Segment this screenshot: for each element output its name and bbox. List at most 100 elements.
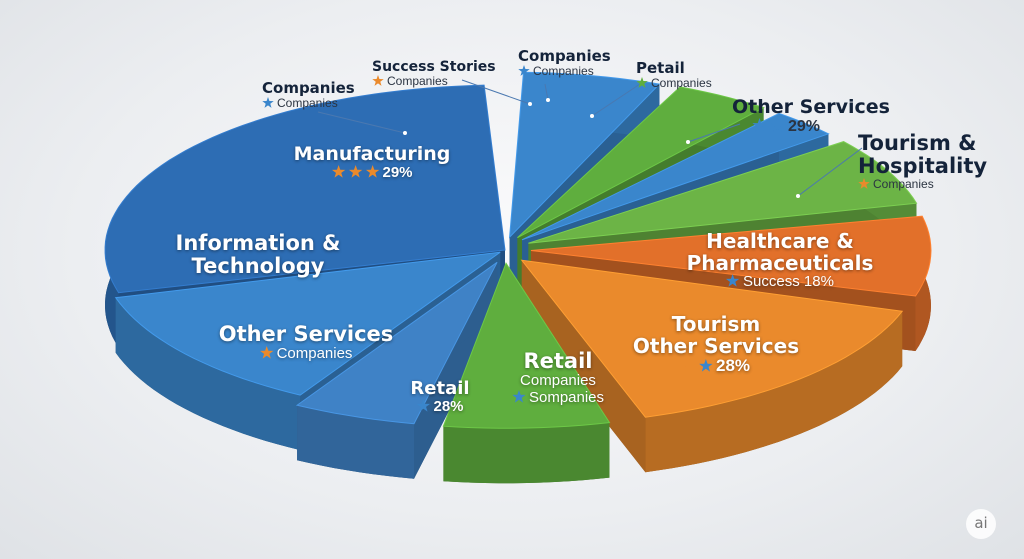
slice-title-text: Retail <box>410 378 470 399</box>
slice-top <box>114 251 501 396</box>
leader-dot <box>546 98 550 102</box>
slice-title: Tourism <box>633 313 799 335</box>
star-icon <box>365 164 380 178</box>
callout-subtitle: Companies <box>636 75 712 90</box>
slice-title: Healthcare & <box>687 230 874 252</box>
callout-subtitle-text: 29% <box>788 117 821 135</box>
slice-subtitle: Success 18% <box>687 273 874 291</box>
slice-label: Healthcare & Pharmaceuticals Success 18% <box>687 230 874 291</box>
slice-subtitle-text: 29% <box>382 163 413 181</box>
slice-top <box>295 261 498 425</box>
callout-title-text: Hospitality <box>858 154 988 179</box>
slice-label: Retail 28% <box>410 379 469 415</box>
callout: Other Services 29% <box>732 97 890 135</box>
slice-top <box>528 141 918 244</box>
slice-label: Manufacturing 29% <box>294 144 451 181</box>
callout-title: Companies <box>518 48 611 65</box>
leader-line <box>591 83 641 117</box>
slice-label: Tourism Other Services 28% <box>633 313 799 376</box>
callout-title-text: Petail <box>636 59 685 77</box>
slice-title-text: Other Services <box>218 322 394 346</box>
star-icon <box>259 346 274 359</box>
callout-subtitle-text: Companies <box>873 177 934 192</box>
slice-title-text: Information & <box>175 231 341 255</box>
callout-title: Tourism & <box>858 131 987 155</box>
slice-subtitle: 28% <box>633 356 799 376</box>
pie-slice <box>295 261 498 479</box>
callout-subtitle-text: Companies <box>387 74 448 89</box>
slice-top <box>520 259 904 418</box>
callout-subtitle: Companies <box>372 75 496 88</box>
slice-top <box>521 112 830 241</box>
callout-title: Petail <box>636 60 712 77</box>
leader-dot <box>528 102 532 106</box>
slice-subtitle: Sompanies <box>512 388 605 407</box>
slice-subtitle: 29% <box>294 163 451 182</box>
watermark: ai <box>966 509 996 539</box>
callout-title: Other Services <box>732 97 890 118</box>
callout-title-text: Other Services <box>732 96 890 118</box>
star-icon <box>331 164 346 178</box>
callout: Companies Companies <box>262 80 355 110</box>
star-icon <box>416 398 431 412</box>
slice-top <box>508 71 661 239</box>
leader-line <box>317 111 406 134</box>
slice-wall <box>115 297 301 451</box>
callout: Success Stories Companies <box>372 59 496 89</box>
slice-title: Retail <box>410 379 469 399</box>
slice-title-text: Retail <box>523 349 593 373</box>
slice-subtitle: Companies <box>219 345 394 363</box>
slice-title-text: Manufacturing <box>293 143 451 165</box>
slice-title-text: Tourism <box>671 312 761 336</box>
slice-title: Other Services <box>633 335 799 357</box>
slice-cut-side <box>521 260 646 473</box>
callout-title: Companies <box>262 80 355 97</box>
slice-title: Manufacturing <box>294 144 451 165</box>
star-icon <box>858 178 870 190</box>
callout: Tourism & Hospitality Companies <box>858 131 987 192</box>
slice-top <box>442 262 611 429</box>
star-icon <box>372 75 384 87</box>
slice-subtitle: Companies <box>512 372 604 390</box>
slice-title: Information & <box>175 231 341 255</box>
callout-subtitle: 29% <box>752 117 890 136</box>
star-icon <box>636 76 648 88</box>
star-icon <box>512 389 526 403</box>
callout: Companies Companies <box>518 48 611 78</box>
slice-title-text: Technology <box>191 254 325 279</box>
leader-dot <box>796 194 800 198</box>
star-icon <box>262 96 274 108</box>
callout-title: Hospitality <box>858 155 987 178</box>
leader-dot <box>686 140 690 144</box>
slice-label: Information & Technology <box>175 231 341 279</box>
slice-title-text: Other Services <box>632 334 800 358</box>
slice-subtitle-text: Success 18% <box>743 273 834 290</box>
callout-subtitle-text: Companies <box>533 63 594 78</box>
leader-line <box>797 147 863 197</box>
slice-title: Other Services <box>218 322 394 346</box>
leader-dot <box>590 114 594 118</box>
callout-subtitle-text: Companies <box>277 95 338 110</box>
star-icon <box>752 117 767 132</box>
leader-line <box>544 83 549 101</box>
pie-slice <box>520 259 904 473</box>
callout-title-text: Tourism & <box>858 131 977 155</box>
slice-wall <box>297 405 414 479</box>
slice-subtitle-text: Sompanies <box>528 388 605 406</box>
star-icon <box>518 64 530 76</box>
slice-top <box>517 86 765 239</box>
leader-line <box>687 123 741 143</box>
callout-subtitle-text: Companies <box>651 75 712 90</box>
callout-subtitle: Companies <box>262 95 355 110</box>
slice-top <box>530 215 932 297</box>
star-icon <box>770 117 785 132</box>
slice-title-text: Pharmaceuticals <box>686 251 874 275</box>
slice-subtitle-text: 28% <box>715 356 751 375</box>
slice-subtitle-text: Companies <box>276 345 353 363</box>
slice-top <box>104 84 506 294</box>
pie-slice <box>442 262 611 484</box>
callout: Petail Companies <box>636 60 712 90</box>
callout-title-text: Success Stories <box>372 59 496 75</box>
